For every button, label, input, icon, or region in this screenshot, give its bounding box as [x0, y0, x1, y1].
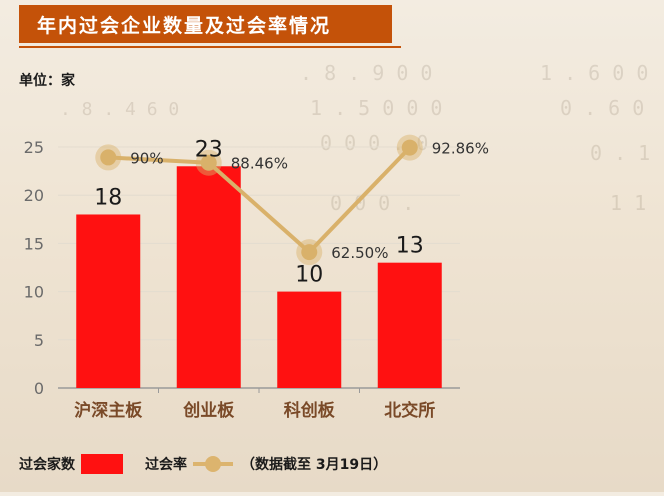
x-tick-label: 沪深主板: [74, 400, 143, 421]
y-tick-label: 25: [24, 138, 44, 157]
rate-value-label: 62.50%: [331, 244, 388, 262]
rate-value-label: 92.86%: [432, 140, 489, 158]
bar-value-label: 10: [295, 263, 323, 288]
y-tick-label: 0: [34, 379, 44, 398]
unit-label: 单位：家: [19, 73, 75, 89]
legend: 过会家数 过会率 （数据截至 3月19日）: [19, 452, 387, 476]
x-tick-label: 科创板: [284, 400, 336, 421]
bar: [76, 214, 141, 388]
rate-point: [401, 139, 418, 156]
rate-point: [100, 149, 117, 166]
legend-bar-label: 过会家数: [19, 457, 75, 473]
x-tick-label: 北交所: [384, 400, 435, 421]
y-tick-label: 15: [24, 234, 44, 253]
data-note: （数据截至 3月19日）: [241, 457, 388, 473]
bar-value-label: 18: [94, 185, 122, 210]
title-banner: 年内过会企业数量及过会率情况: [19, 5, 392, 43]
rate-value-label: 90%: [130, 149, 163, 167]
legend-line-swatch: [193, 454, 233, 474]
y-tick-label: 5: [34, 331, 44, 350]
legend-bar-swatch: [81, 454, 123, 474]
title-underline: [19, 46, 401, 48]
legend-line-label: 过会率: [145, 457, 187, 473]
bar: [176, 166, 241, 388]
rate-point: [301, 244, 318, 261]
rate-line: [108, 146, 412, 255]
bar-value-label: 23: [195, 137, 223, 162]
bar: [277, 291, 342, 388]
chart-title: 年内过会企业数量及过会率情况: [37, 14, 332, 37]
x-tick-label: 创业板: [182, 400, 235, 421]
y-tick-label: 20: [24, 186, 44, 205]
y-tick-label: 10: [24, 283, 44, 302]
rate-value-label: 88.46%: [231, 155, 288, 173]
bar: [377, 262, 442, 388]
bar-value-label: 13: [396, 234, 424, 259]
rate-point: [200, 154, 217, 171]
